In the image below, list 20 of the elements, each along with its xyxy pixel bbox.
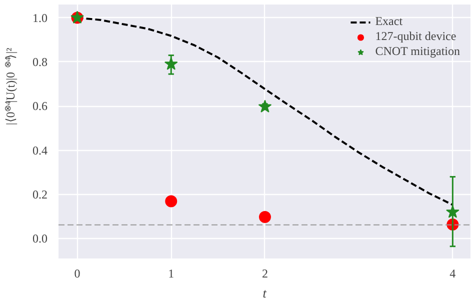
x-tick-label: 0 [74, 266, 80, 280]
legend-label: Exact [375, 14, 403, 29]
x-tick-label: 2 [262, 266, 268, 280]
y-axis-title: |⟨0⊗4|U(t)|0⊗4⟩|² [4, 47, 18, 126]
point [258, 210, 271, 223]
x-axis-title: t [262, 286, 267, 300]
point [165, 195, 178, 208]
x-tick-label: 1 [168, 266, 174, 280]
y-tick-label: 0.6 [32, 99, 48, 114]
y-tick-label: 1.0 [32, 10, 48, 25]
x-tick-label: 4 [450, 266, 456, 280]
y-tick-label: 0.2 [32, 187, 48, 202]
point [258, 100, 272, 113]
y-tick-label: 0.8 [32, 54, 48, 69]
y-tick-label: 0.0 [32, 232, 48, 246]
legend-label: 127-qubit device [375, 29, 456, 44]
legend-label: CNOT mitigation [375, 44, 460, 59]
point [446, 205, 460, 218]
point [164, 57, 178, 70]
y-tick-label: 0.4 [32, 143, 48, 158]
